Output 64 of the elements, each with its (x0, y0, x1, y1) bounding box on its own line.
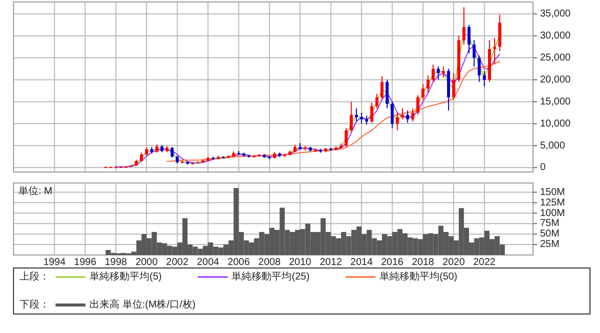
y-tick-label: 25,000 (540, 52, 572, 64)
x-tick-label: 2020 (442, 257, 466, 268)
legend-label: 単純移動平均(25) (232, 270, 310, 283)
x-tick-label: 2018 (412, 257, 435, 268)
x-tick-label: 2000 (135, 257, 158, 268)
x-tick-label: 2008 (258, 257, 281, 268)
legend-label: 出来高 単位:(M株/口/枚) (90, 298, 196, 311)
y-tick-label: 50M (540, 228, 560, 240)
candlestick (354, 108, 358, 122)
y-tick-label: 15,000 (540, 96, 572, 108)
candlestick (468, 24, 471, 54)
candlestick (170, 146, 174, 158)
x-tick-label: 1998 (104, 257, 128, 268)
candlestick (478, 55, 481, 82)
x-tick-label: 2010 (288, 257, 312, 268)
y-tick-label: 10,000 (540, 118, 572, 130)
candlestick (493, 38, 496, 65)
x-tick-label: 2022 (473, 257, 496, 268)
y-tick-label: 100M (540, 208, 566, 219)
x-tick-label: 2006 (228, 257, 250, 268)
legend-label: 単純移動平均(5) (90, 270, 162, 283)
candlestick (411, 108, 414, 122)
candlestick (452, 72, 456, 100)
legend-label: 単純移動平均(50) (380, 270, 458, 283)
candlestick (370, 102, 374, 124)
annotation: 単位: M (18, 185, 52, 197)
candlestick (426, 74, 430, 94)
candlestick (432, 64, 435, 82)
y-tick-label: 35,000 (540, 8, 572, 20)
y-tick-label: 5,000 (540, 140, 566, 152)
y-tick-label: 25M (540, 239, 560, 250)
x-tick-label: 2016 (381, 257, 404, 268)
candlestick (442, 66, 445, 78)
candlestick (350, 101, 353, 132)
legend-title: 上段： (20, 270, 50, 283)
y-tick-label: 30,000 (540, 30, 572, 42)
y-tick-label: 125M (540, 197, 566, 208)
candlestick (375, 93, 378, 109)
candlestick (462, 6, 466, 46)
y-tick-label: 150M (540, 186, 566, 198)
y-tick-label: 75M (540, 218, 560, 230)
x-tick-label: 1994 (43, 257, 66, 268)
x-tick-label: 2002 (166, 257, 189, 268)
x-tick-label: 2012 (320, 257, 342, 268)
x-tick-label: 1996 (74, 257, 97, 268)
candlestick (380, 76, 384, 100)
candlestick (436, 66, 440, 80)
candlestick (406, 110, 410, 124)
candlestick (416, 94, 420, 116)
legend-title: 下段： (20, 298, 50, 311)
candlestick (390, 101, 394, 129)
y-tick-label: 20,000 (540, 74, 572, 86)
candlestick (360, 112, 364, 124)
candlestick (472, 40, 476, 68)
candlestick (140, 152, 143, 162)
candlestick (421, 84, 424, 100)
y-tick-label: 0 (540, 162, 546, 174)
candlestick (396, 112, 399, 131)
candlestick (400, 108, 404, 120)
x-tick-label: 2004 (196, 257, 220, 268)
candlestick (482, 70, 486, 87)
x-tick-label: 2014 (350, 257, 374, 268)
candlestick (344, 128, 348, 148)
candlestick (386, 79, 389, 109)
